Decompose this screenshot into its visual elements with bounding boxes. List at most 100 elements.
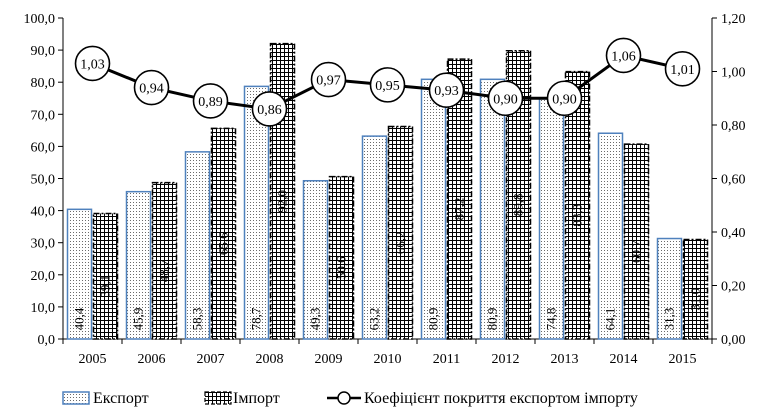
coverage-label-2012: 0,90 [493, 92, 518, 107]
label-import-2013: 83,3 [570, 204, 585, 227]
x-tick-label: 2008 [256, 352, 284, 367]
y-left-tick-label: 50,0 [31, 173, 56, 188]
bar-export-2009 [302, 179, 329, 340]
bar-export-2014 [597, 132, 624, 340]
legend-import-swatch [204, 391, 232, 405]
bar-import-2013 [564, 70, 591, 340]
x-tick-label: 2010 [374, 352, 402, 367]
bar-export-2012 [479, 78, 506, 340]
y-right-tick-label: 0,60 [721, 173, 746, 188]
y-left-tick-label: 60,0 [31, 140, 56, 155]
label-export-2014: 64,1 [603, 308, 618, 331]
label-export-2013: 74,8 [544, 308, 559, 331]
bar-export-2008 [243, 85, 270, 340]
x-tick-label: 2005 [79, 352, 107, 367]
coverage-point-2010 [369, 67, 406, 103]
coverage-point-2012 [487, 80, 524, 117]
x-tick-label: 2006 [138, 352, 166, 367]
legend-line-marker [337, 391, 351, 405]
y-left-tick-label: 10,0 [31, 301, 56, 316]
label-export-2010: 63,2 [367, 308, 382, 331]
label-export-2006: 45,9 [131, 308, 146, 331]
bar-import-2005 [92, 212, 119, 340]
coverage-point-2006 [133, 69, 170, 106]
x-tick-label: 2011 [433, 352, 460, 367]
label-export-2009: 49,3 [308, 308, 323, 331]
y-left-tick-label: 80,0 [31, 76, 56, 91]
label-export-2007: 58,3 [190, 308, 205, 331]
coverage-label-2005: 1,03 [80, 57, 105, 72]
bar-export-2007 [184, 151, 211, 340]
label-import-2010: 66,2 [393, 231, 408, 254]
label-import-2005: 39,1 [98, 275, 113, 298]
x-tick-label: 2007 [197, 352, 225, 367]
label-import-2006: 48,7 [157, 259, 172, 282]
coverage-point-2013 [546, 80, 583, 117]
bar-import-2008 [269, 42, 296, 340]
bar-import-2015 [682, 238, 709, 340]
bar-import-2007 [210, 127, 237, 340]
coverage-label-2008: 0,86 [257, 103, 282, 118]
x-tick-label: 2015 [669, 352, 697, 367]
bar-export-2013 [538, 98, 565, 340]
label-import-2009: 50,6 [334, 256, 349, 279]
legend-import-label: Імпорт [233, 390, 280, 407]
label-export-2012: 80,9 [485, 308, 500, 331]
y-right-tick-label: 0,40 [721, 226, 746, 241]
bar-export-2011 [420, 78, 447, 340]
bar-import-2010 [387, 125, 414, 340]
bar-export-2015 [656, 237, 683, 340]
legend: Експорт Імпорт Коефіцієнт покриття експорт… [62, 390, 638, 407]
coverage-label-2014: 1,06 [611, 49, 636, 64]
y-right-tick-label: 0,80 [721, 119, 746, 134]
y-left-tick-label: 0,0 [38, 333, 56, 348]
bar-export-2006 [125, 190, 152, 340]
coverage-ratio-line: 1,03 0,94 0,89 0,86 0,97 0,95 0,93 0,90 0,90 1,06… [74, 37, 701, 127]
y-right-tick-label: 0,00 [721, 333, 746, 348]
x-tick-label: 2014 [610, 352, 638, 367]
coverage-point-2009 [310, 61, 347, 98]
coverage-point-2014 [605, 37, 642, 74]
coverage-point-2015 [664, 51, 701, 87]
coverage-label-2010: 0,95 [375, 79, 400, 94]
x-tick-labels: 2005 2006 2007 2008 2009 2010 2011 2012 2013 2014… [79, 352, 697, 367]
bar-export-2005 [66, 208, 93, 340]
y-left-tick-label: 70,0 [31, 108, 56, 123]
coverage-point-2007 [192, 83, 229, 119]
label-import-2008: 92,0 [275, 190, 290, 213]
x-tick-label: 2013 [551, 352, 579, 367]
label-import-2011: 87,2 [452, 198, 467, 221]
label-import-2012: 89,8 [511, 193, 526, 216]
coverage-point-2005 [74, 45, 111, 82]
bar-import-2014 [623, 143, 650, 340]
legend-line-label: Коефіцієнт покриття експортом імпорту [364, 390, 638, 407]
coverage-label-2011: 0,93 [434, 84, 459, 99]
y-right-tick-label: 1,20 [721, 12, 746, 27]
label-export-2008: 78,7 [249, 307, 264, 330]
bar-import-2009 [328, 175, 355, 340]
legend-export-swatch [62, 391, 90, 405]
coverage-label-2015: 1,01 [670, 63, 695, 78]
axes: 0,0 10,0 20,0 30,0 40,0 50,0 60,0 70,0 80,0 90,0 1… [24, 12, 746, 348]
coverage-label-2006: 0,94 [139, 82, 164, 97]
y-left-tick-label: 20,0 [31, 269, 56, 284]
y-left-tick-label: 90,0 [31, 44, 56, 59]
bars [66, 42, 709, 340]
label-import-2015: 31,0 [688, 288, 703, 311]
x-tick-label: 2012 [492, 352, 520, 367]
label-import-2007: 65,6 [216, 232, 231, 255]
x-tick-label: 2009 [315, 352, 343, 367]
bar-export-2010 [361, 135, 388, 340]
label-import-2014: 60,7 [629, 240, 644, 263]
coverage-label-2009: 0,97 [316, 74, 341, 89]
label-export-2011: 80,9 [426, 308, 441, 331]
coverage-label-2013: 0,90 [552, 92, 577, 107]
bar-data-labels: 40,4 39,1 45,9 48,7 58,3 65,6 78,7 92,0 49,3 50,6… [72, 190, 703, 330]
coverage-label-2007: 0,89 [198, 95, 223, 110]
coverage-point-2011 [428, 72, 465, 109]
coverage-point-2008 [251, 91, 288, 127]
label-export-2005: 40,4 [72, 307, 87, 330]
y-right-tick-label: 0,20 [721, 280, 746, 295]
label-export-2015: 31,3 [662, 308, 677, 331]
